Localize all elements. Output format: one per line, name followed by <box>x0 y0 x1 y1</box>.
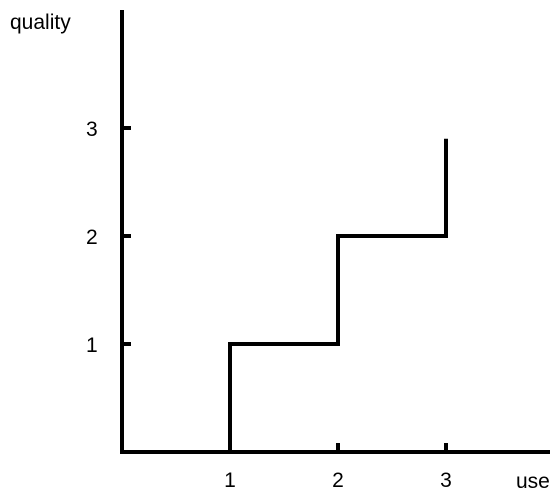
y-tick-label: 3 <box>86 118 98 141</box>
x-tick-label: 3 <box>440 469 452 492</box>
step-series-line <box>122 138 448 454</box>
x-axis-label: use <box>516 470 550 492</box>
x-tick-label: 2 <box>332 469 344 492</box>
y-axis-label: quality <box>10 11 71 34</box>
x-tick-label: 1 <box>224 469 236 492</box>
series-layer <box>122 138 448 454</box>
y-tick-label: 1 <box>86 334 98 357</box>
y-tick-label: 2 <box>86 226 98 249</box>
y-ticks: 1 2 3 <box>86 118 131 357</box>
